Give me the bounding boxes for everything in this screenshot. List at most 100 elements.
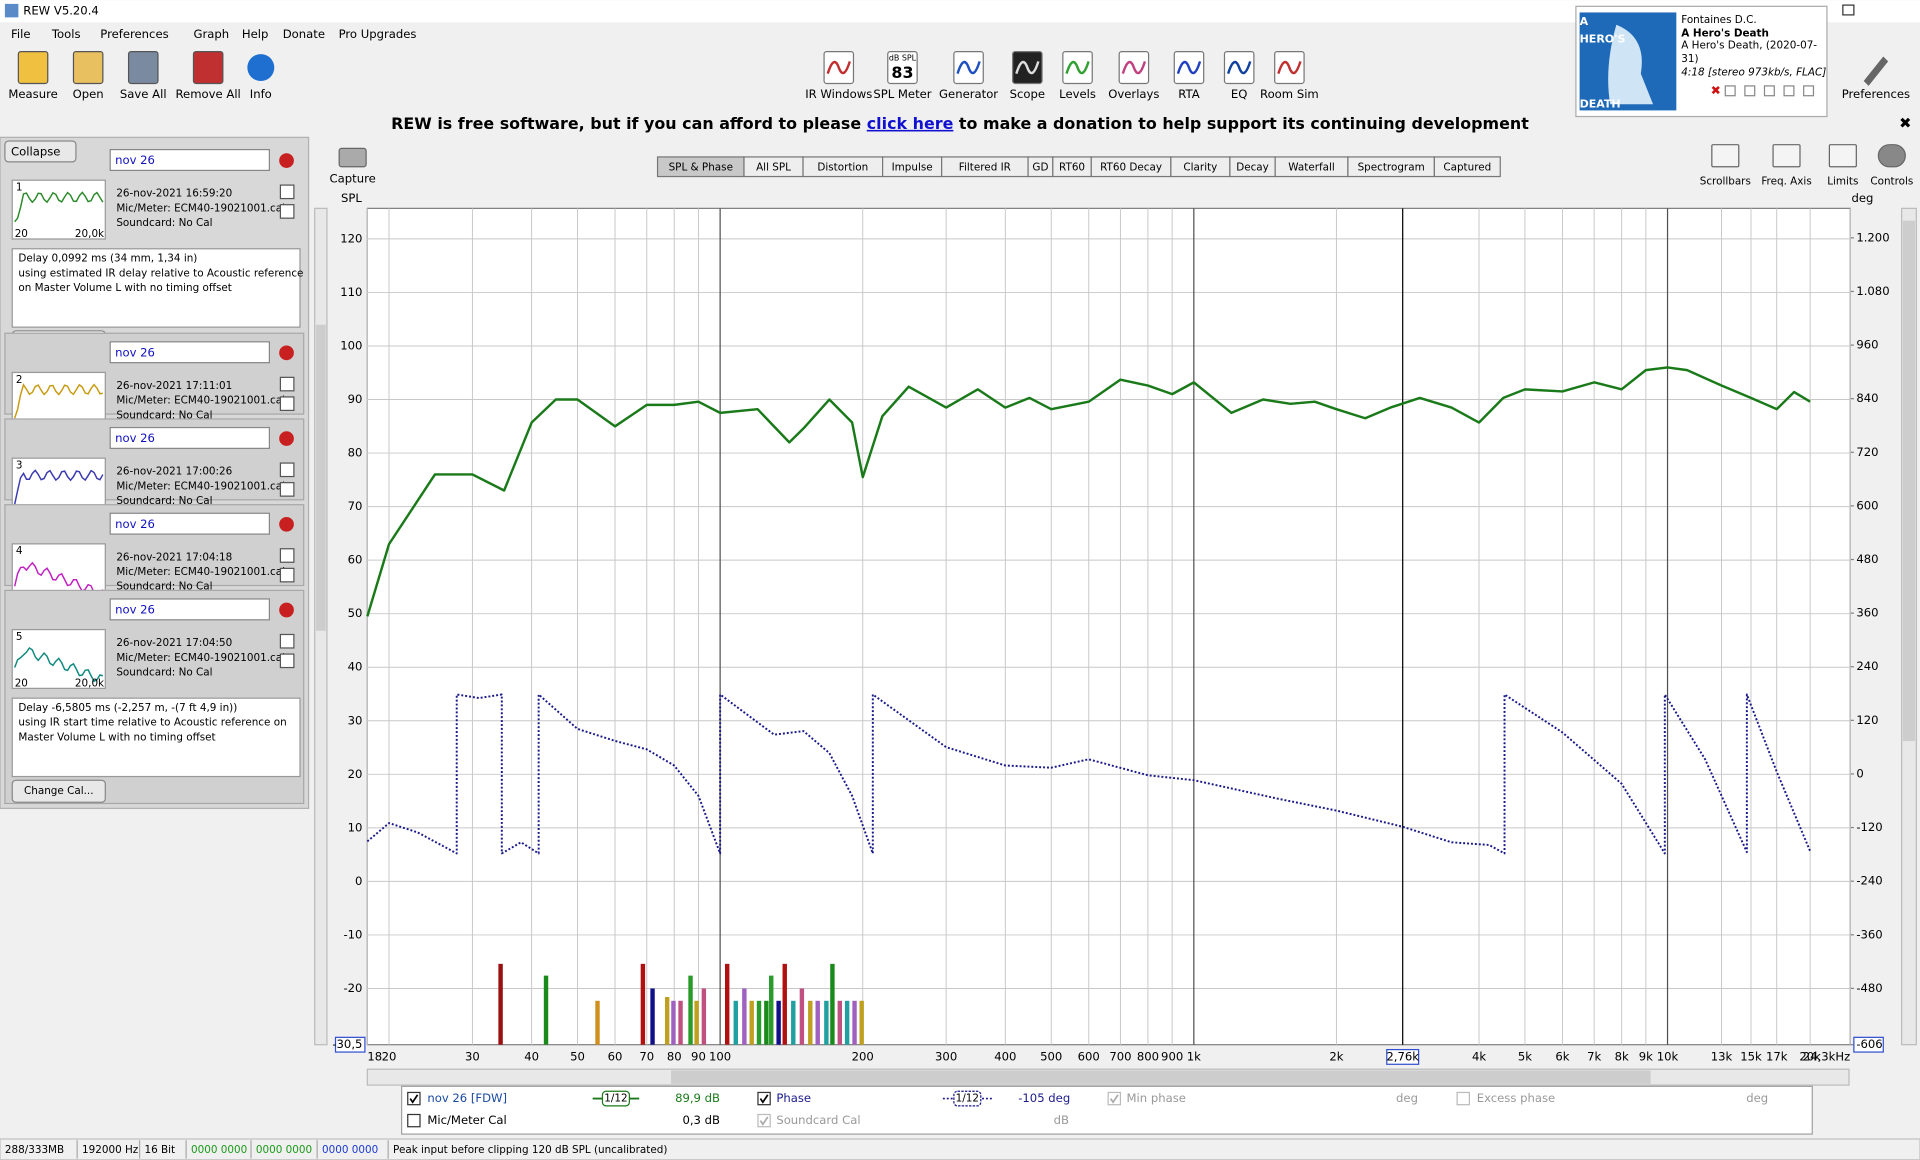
spl-readout: 89,9 dB [675,1091,720,1105]
name-field[interactable] [109,512,270,535]
graph-tab-label[interactable]: Filtered IR [959,161,1011,173]
toolbar-button[interactable]: Measure [8,87,57,101]
measurement-tool[interactable] [279,633,295,649]
toolbar-button[interactable]: Room Sim [1260,87,1319,101]
menu-item[interactable]: Tools [51,27,81,41]
graph-tool-icon[interactable] [1828,144,1857,168]
notes-line: Master Volume L with no timing offset [18,731,215,743]
restore-button[interactable] [1842,4,1855,16]
graph-tab-label[interactable]: Distortion [817,161,868,173]
x-tick-label: 300 [935,1049,957,1063]
graph-tool-icon[interactable] [1772,144,1801,168]
name-field[interactable] [109,598,270,621]
graph-tab[interactable] [1433,156,1501,178]
graph-tool[interactable]: Controls [1870,175,1913,187]
checkbox[interactable] [757,1113,771,1128]
menu-item[interactable]: Pro Upgrades [339,27,417,41]
graph-tool[interactable]: Limits [1827,175,1858,187]
graph-tab-label[interactable]: GD [1032,161,1048,173]
measurement-tool[interactable] [279,548,295,563]
name-field[interactable] [109,148,270,172]
graph-tool[interactable]: Freq. Axis [1761,175,1811,187]
graph-tool-icon[interactable] [1877,144,1906,168]
measurement-name: nov 26 [115,431,155,445]
y2-scroll-thumb[interactable] [1902,220,1916,742]
measurement-tool[interactable] [279,184,295,200]
graph-tab-label[interactable]: Spectrogram [1358,161,1425,173]
player-control[interactable] [1783,85,1795,97]
capture-icon[interactable] [338,147,367,168]
graph-tool[interactable]: Scrollbars [1700,175,1751,187]
graph-tab-label[interactable]: RT60 Decay [1100,161,1162,173]
y2-tick-label: 1.080 [1856,284,1889,298]
toolbar-button[interactable]: Overlays [1108,87,1159,101]
x-scroll-thumb[interactable] [671,1070,1651,1084]
toolbar-button[interactable]: Scope [1010,87,1045,101]
x-tick-label: 30 [465,1049,480,1063]
toolbar-button[interactable]: RTA [1178,87,1199,101]
toolbar-button[interactable]: Save All [120,87,167,101]
donate-link[interactable]: click here [867,113,954,132]
remove-measurement[interactable] [279,345,294,361]
remove-measurement[interactable] [279,602,294,618]
measurement-tool[interactable] [279,204,295,219]
graph-tool-icon[interactable] [1711,144,1740,168]
measurement-tool[interactable] [279,376,295,392]
collapse-label[interactable]: Collapse [11,145,60,159]
remove-measurement[interactable] [279,153,294,168]
y-tick-label: 0 [355,874,362,888]
banner-close[interactable]: ✖ [1899,115,1911,132]
toolbar-button[interactable]: Remove All [176,87,241,101]
measurement-tool[interactable] [279,653,295,669]
graph-tab-label[interactable]: Decay [1236,161,1269,173]
change-cal-label[interactable]: Change Cal... [24,785,94,797]
toolbar-button[interactable]: Levels [1059,87,1096,101]
menu-item[interactable]: Help [242,27,269,41]
name-field[interactable] [109,426,270,449]
checkbox[interactable] [407,1113,421,1128]
menu-item[interactable]: Graph [193,27,229,41]
graph-tab-label[interactable]: SPL & Phase [669,161,733,173]
remove-measurement[interactable] [279,431,294,446]
toolbar-button[interactable]: Info [250,87,272,101]
y-scroll-thumb[interactable] [315,324,326,631]
measurement-tool[interactable] [279,482,295,497]
player-control[interactable] [1744,85,1756,97]
x-tick-label: 100 [709,1049,731,1063]
toolbar-button[interactable]: SPL Meter [873,87,931,101]
measurement-tool[interactable] [279,396,295,412]
toolbar-button[interactable]: Generator [939,87,998,101]
graph-tab-label[interactable]: RT60 [1059,161,1085,173]
menu-item[interactable]: Preferences [100,27,168,41]
y-tick-label: 20 [348,767,363,781]
toolbar-button[interactable]: IR Windows [805,87,872,101]
graph-tab-label[interactable]: Clarity [1183,161,1217,173]
graph-tab-label[interactable]: Impulse [892,161,933,173]
toolbar-button[interactable]: EQ [1231,87,1248,101]
name-field[interactable] [109,341,270,364]
checkbox[interactable] [1107,1091,1122,1106]
graph-tab-label[interactable]: All SPL [756,161,791,173]
graph-tab-label[interactable]: Captured [1443,161,1491,173]
measurement-tool[interactable] [279,567,295,583]
menu-item[interactable]: File [11,27,30,41]
remove-measurement[interactable] [279,516,294,532]
x-tick-label: 5k [1518,1049,1532,1063]
toolbar-button[interactable]: Open [73,87,104,101]
player-control[interactable] [1803,85,1815,97]
player-control[interactable] [1763,85,1775,97]
collapse-button[interactable] [4,140,77,163]
measurement-soundcard: Soundcard: No Cal [116,495,212,507]
capture-button[interactable]: Capture [330,171,376,185]
player-control[interactable] [1724,85,1736,97]
checkbox[interactable] [407,1091,421,1106]
graph-tab-label[interactable]: Waterfall [1288,161,1335,173]
bar [749,1000,754,1045]
change-cal-button[interactable] [11,779,106,803]
measurement-tool[interactable] [279,462,295,478]
player-stop[interactable]: ✖ [1711,83,1721,97]
checkbox[interactable] [757,1091,771,1106]
menu-item[interactable]: Donate [283,27,325,41]
checkbox[interactable] [1456,1091,1470,1106]
preferences-button[interactable]: Preferences [1842,87,1910,101]
